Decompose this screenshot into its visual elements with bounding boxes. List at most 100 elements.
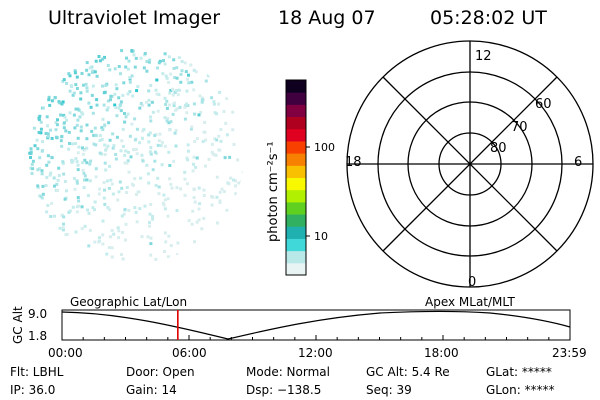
imager-pixel: [59, 113, 63, 117]
imager-pixel: [36, 147, 40, 151]
imager-pixel: [204, 138, 208, 142]
imager-pixel: [38, 156, 42, 160]
imager-pixel: [70, 160, 74, 164]
imager-pixel: [126, 92, 130, 96]
imager-pixel: [174, 144, 178, 148]
imager-pixel: [85, 86, 89, 90]
imager-pixel: [215, 138, 219, 142]
imager-pixel: [73, 69, 77, 73]
imager-pixel: [176, 253, 179, 257]
imager-pixel: [77, 199, 81, 203]
imager-pixel: [117, 190, 121, 194]
imager-pixel: [60, 102, 64, 106]
imager-pixel: [167, 150, 171, 154]
imager-pixel: [166, 116, 170, 120]
imager-pixel: [101, 219, 105, 223]
imager-pixel: [194, 165, 198, 169]
imager-pixel: [127, 209, 131, 212]
imager-pixel: [168, 177, 172, 181]
imager-pixel: [36, 184, 40, 188]
imager-pixel: [126, 67, 130, 71]
info-door: Door: Open: [126, 365, 195, 379]
imager-pixel: [240, 180, 244, 184]
imager-pixel: [95, 98, 99, 102]
imager-pixel: [141, 136, 144, 140]
imager-pixel: [93, 208, 96, 212]
imager-pixel: [149, 242, 153, 246]
imager-pixel: [73, 187, 77, 191]
imager-pixel: [154, 257, 158, 261]
imager-pixel: [125, 161, 129, 165]
imager-pixel: [170, 186, 174, 190]
imager-pixel: [148, 58, 152, 62]
info-dsp: Dsp: −138.5: [246, 383, 322, 397]
colorbar-band: [286, 92, 306, 105]
colorbar-label-10: 10: [314, 230, 328, 243]
imager-pixel: [118, 180, 122, 184]
info-gc-alt: GC Alt: 5.4 Re: [366, 365, 450, 379]
imager-pixel: [172, 58, 176, 62]
imager-pixel: [180, 69, 184, 73]
imager-pixel: [114, 153, 118, 156]
imager-pixel: [135, 152, 139, 156]
mlt-label-18: 18: [345, 155, 362, 170]
colorbar-band: [286, 226, 306, 239]
imager-pixel: [103, 161, 107, 165]
date-label: 18 Aug 07: [278, 7, 376, 29]
imager-pixel: [146, 235, 150, 239]
imager-pixel: [74, 83, 78, 87]
imager-pixel: [163, 207, 167, 211]
imager-pixel: [210, 142, 214, 146]
polar-diagonal-2: [382, 76, 558, 252]
imager-pixel: [52, 176, 56, 180]
imager-pixel: [117, 106, 121, 110]
imager-pixel: [90, 93, 94, 97]
imager-pixel: [117, 96, 121, 100]
imager-pixel: [200, 98, 204, 102]
imager-pixel: [63, 115, 67, 119]
imager-pixel: [45, 115, 49, 119]
imager-pixel: [88, 228, 92, 232]
imager-pixel: [183, 61, 187, 65]
imager-pixel: [187, 81, 191, 85]
imager-pixel: [91, 206, 95, 210]
info-mode: Mode: Normal: [246, 365, 330, 379]
imager-pixel: [121, 257, 125, 261]
imager-pixel: [101, 57, 105, 61]
imager-pixel: [85, 61, 89, 65]
colorbar-band: [286, 250, 306, 264]
imager-pixel: [88, 162, 92, 166]
imager-pixel: [206, 74, 210, 78]
imager-pixel: [97, 192, 101, 196]
imager-pixel: [161, 201, 165, 205]
imager-pixel: [169, 89, 173, 92]
timeline-tick-1800: 18:00: [424, 346, 459, 360]
imager-pixel: [103, 153, 107, 157]
imager-pixel: [162, 193, 166, 197]
imager-pixel: [190, 222, 194, 226]
imager-pixel: [126, 112, 130, 116]
imager-pixel: [193, 112, 197, 116]
imager-pixel: [105, 108, 109, 112]
imager-pixel: [172, 67, 176, 70]
imager-pixel: [146, 172, 150, 176]
imager-pixel: [104, 83, 108, 87]
imager-pixel: [79, 125, 83, 129]
imager-pixel: [135, 127, 139, 131]
imager-pixel: [164, 240, 168, 244]
imager-pixel: [163, 250, 167, 253]
imager-pixel: [138, 141, 142, 145]
imager-pixel: [123, 112, 126, 115]
timeline-left-title: Geographic Lat/Lon: [70, 295, 188, 309]
imager-pixel: [79, 129, 83, 133]
colorbar-frame: [285, 79, 307, 276]
imager-pixel: [123, 153, 127, 157]
imager-pixel: [202, 194, 206, 197]
imager-pixel: [118, 103, 122, 107]
imager-pixel: [192, 102, 196, 106]
imager-pixel: [41, 184, 45, 188]
imager-pixel: [47, 134, 50, 138]
imager-pixel: [139, 102, 143, 105]
imager-pixel: [71, 205, 75, 209]
imager-pixel: [98, 187, 102, 191]
